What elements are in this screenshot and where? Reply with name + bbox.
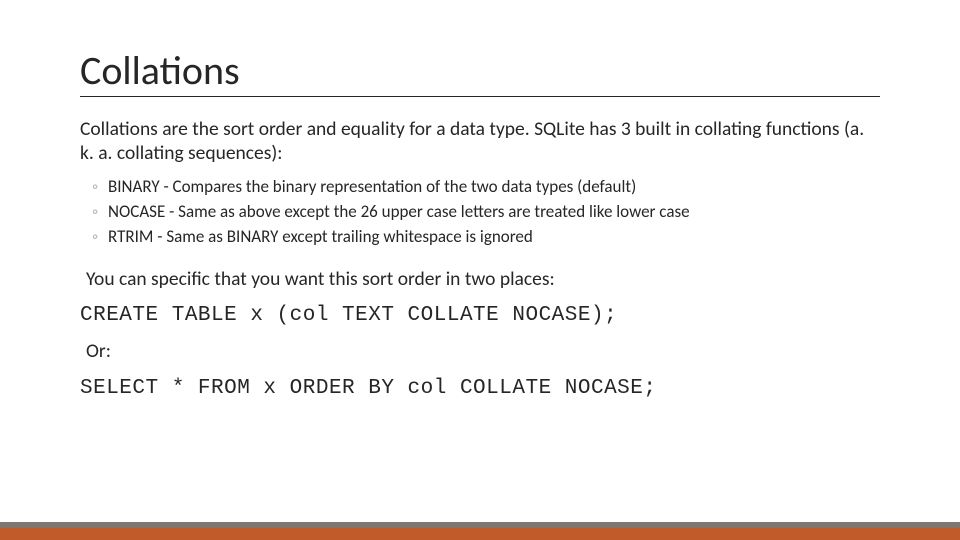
footer-bar-bottom	[0, 528, 960, 540]
code-sample-2: SELECT * FROM x ORDER BY col COLLATE NOC…	[80, 375, 880, 402]
slide: Collations Collations are the sort order…	[0, 0, 960, 540]
bullet-text: RTRIM - Same as BINARY except trailing w…	[108, 226, 533, 249]
intro-paragraph: Collations are the sort order and equali…	[80, 117, 880, 166]
bullet-icon: ◦	[92, 176, 98, 199]
bullet-list: ◦ BINARY - Compares the binary represent…	[92, 176, 880, 249]
code-sample-1: CREATE TABLE x (col TEXT COLLATE NOCASE)…	[80, 302, 880, 329]
bullet-text: BINARY - Compares the binary representat…	[108, 176, 636, 199]
slide-title: Collations	[80, 50, 880, 97]
footer-bar	[0, 522, 960, 540]
bullet-text: NOCASE - Same as above except the 26 upp…	[108, 201, 690, 224]
bullet-icon: ◦	[92, 226, 98, 249]
list-item: ◦ BINARY - Compares the binary represent…	[92, 176, 880, 199]
body-line: You can specific that you want this sort…	[86, 267, 880, 292]
list-item: ◦ NOCASE - Same as above except the 26 u…	[92, 201, 880, 224]
or-label: Or:	[86, 339, 880, 364]
list-item: ◦ RTRIM - Same as BINARY except trailing…	[92, 226, 880, 249]
bullet-icon: ◦	[92, 201, 98, 224]
